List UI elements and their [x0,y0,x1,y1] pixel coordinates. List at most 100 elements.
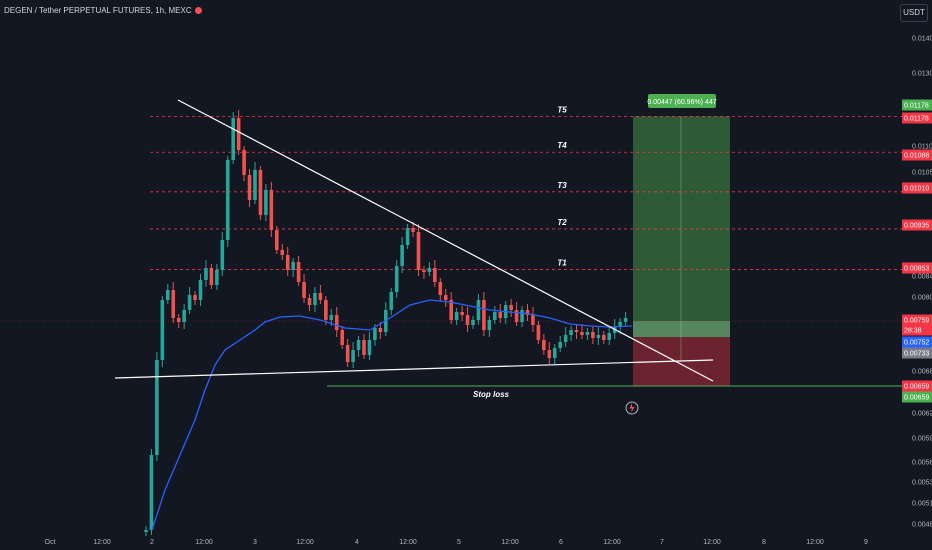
candle-body [394,266,399,292]
candle-body [422,270,426,272]
price-tag-label: 0.01088 [904,153,929,160]
candle-body [334,315,339,330]
price-tag-label: 0.00733 [904,351,929,358]
price-axis[interactable]: 0.014000.013000.012000.011000.010500.008… [902,36,932,529]
y-tick-label: 0.00488 [912,522,932,529]
price-tag-label: 0.00752 [904,340,929,347]
price-tag-label: 0.01010 [904,186,929,193]
candle-body [340,330,344,345]
candle-body [471,320,475,325]
target-levels [0,115,902,387]
candle-body [231,118,235,160]
price-tag-bg [902,219,932,231]
position-label: 0.00447 (60.96%) 447 [647,99,716,106]
candle-body [302,282,306,298]
x-tick-label: 3 [253,539,257,546]
candle-body [324,300,328,320]
candle-body [443,295,448,300]
candle-body [149,455,154,530]
x-tick-label: Oct [45,539,56,546]
x-tick-label: 7 [660,539,664,546]
candle-body [585,332,590,335]
candle-body [596,335,601,338]
candle-body [487,320,492,330]
candle-body [296,262,301,282]
x-tick-label: 12:00 [93,539,111,546]
candle-body [509,305,513,310]
candle-body [405,228,410,245]
price-tag-bg [902,380,932,392]
candle-body [623,318,628,322]
candle-body [525,310,530,315]
price-tag-label: 0.01178 [904,116,929,123]
candle-body [411,228,415,232]
candle-body [236,118,241,150]
symbol-title-text: DEGEN / Tether PERPETUAL FUTURES, 1h, ME… [4,6,192,15]
target-label-t2: T2 [557,218,567,227]
candle-body [318,293,323,300]
candle-body [563,335,568,342]
candle-body [182,310,186,322]
x-tick-label: 12:00 [603,539,621,546]
candle-body [275,230,279,250]
price-tag-bg [902,347,932,359]
price-tag-bg [902,99,932,111]
candle-body [176,318,181,322]
candle-body [253,170,257,200]
time-axis[interactable]: Oct 12:00 2 12:00 3 12:00 4 12:00 5 12:00 6 12:00 7 1… [45,539,868,546]
target-label-t3: T3 [557,181,567,190]
price-tag-bg [902,262,932,274]
candle-body [602,335,606,340]
candle-body [416,232,421,270]
filled-zone [633,321,730,337]
price-tag-label: 0.00935 [904,223,929,230]
currency-button[interactable]: USDT [900,4,928,22]
candle-body [269,190,274,230]
x-tick-label: 12:00 [806,539,824,546]
candle-body [607,333,612,340]
x-tick-label: 9 [864,539,868,546]
candle-body [531,315,535,325]
x-tick-label: 5 [457,539,461,546]
chart-labels: T5 T4 T3 T2 T1 0.00447 (60.96%) 447 Stop loss [473,94,717,415]
x-tick-label: 12:00 [703,539,721,546]
position-label-box [648,94,716,108]
candle-body [542,340,546,350]
candles [144,110,628,536]
candle-body [258,170,263,215]
x-tick-label: 4 [355,539,359,546]
position-zones [633,116,730,386]
candle-body [591,332,595,338]
x-tick-label: 2 [150,539,154,546]
candle-body [476,300,481,320]
price-tag-label: 0.00759 [904,318,929,325]
price-tag-label: 28:38 [904,328,922,335]
candle-body [171,290,176,318]
price-tag-label: 0.00853 [904,266,929,273]
candle-body [449,300,453,320]
candle-body [160,300,165,360]
candle-body [427,268,432,272]
x-tick-label: 8 [762,539,766,546]
price-tag-bg [902,391,932,403]
candle-body [558,342,562,348]
y-tick-label: 0.00535 [912,480,932,487]
lightning-icon [629,403,635,413]
candle-body [193,295,197,300]
symbol-title[interactable]: DEGEN / Tether PERPETUAL FUTURES, 1h, ME… [4,6,202,15]
candle-body [400,245,404,266]
candle-body [498,312,503,318]
price-tag-label: 0.00659 [904,384,929,391]
candle-body [460,312,464,315]
candle-body [204,268,208,280]
candle-body [574,330,579,332]
candle-body [569,330,573,335]
